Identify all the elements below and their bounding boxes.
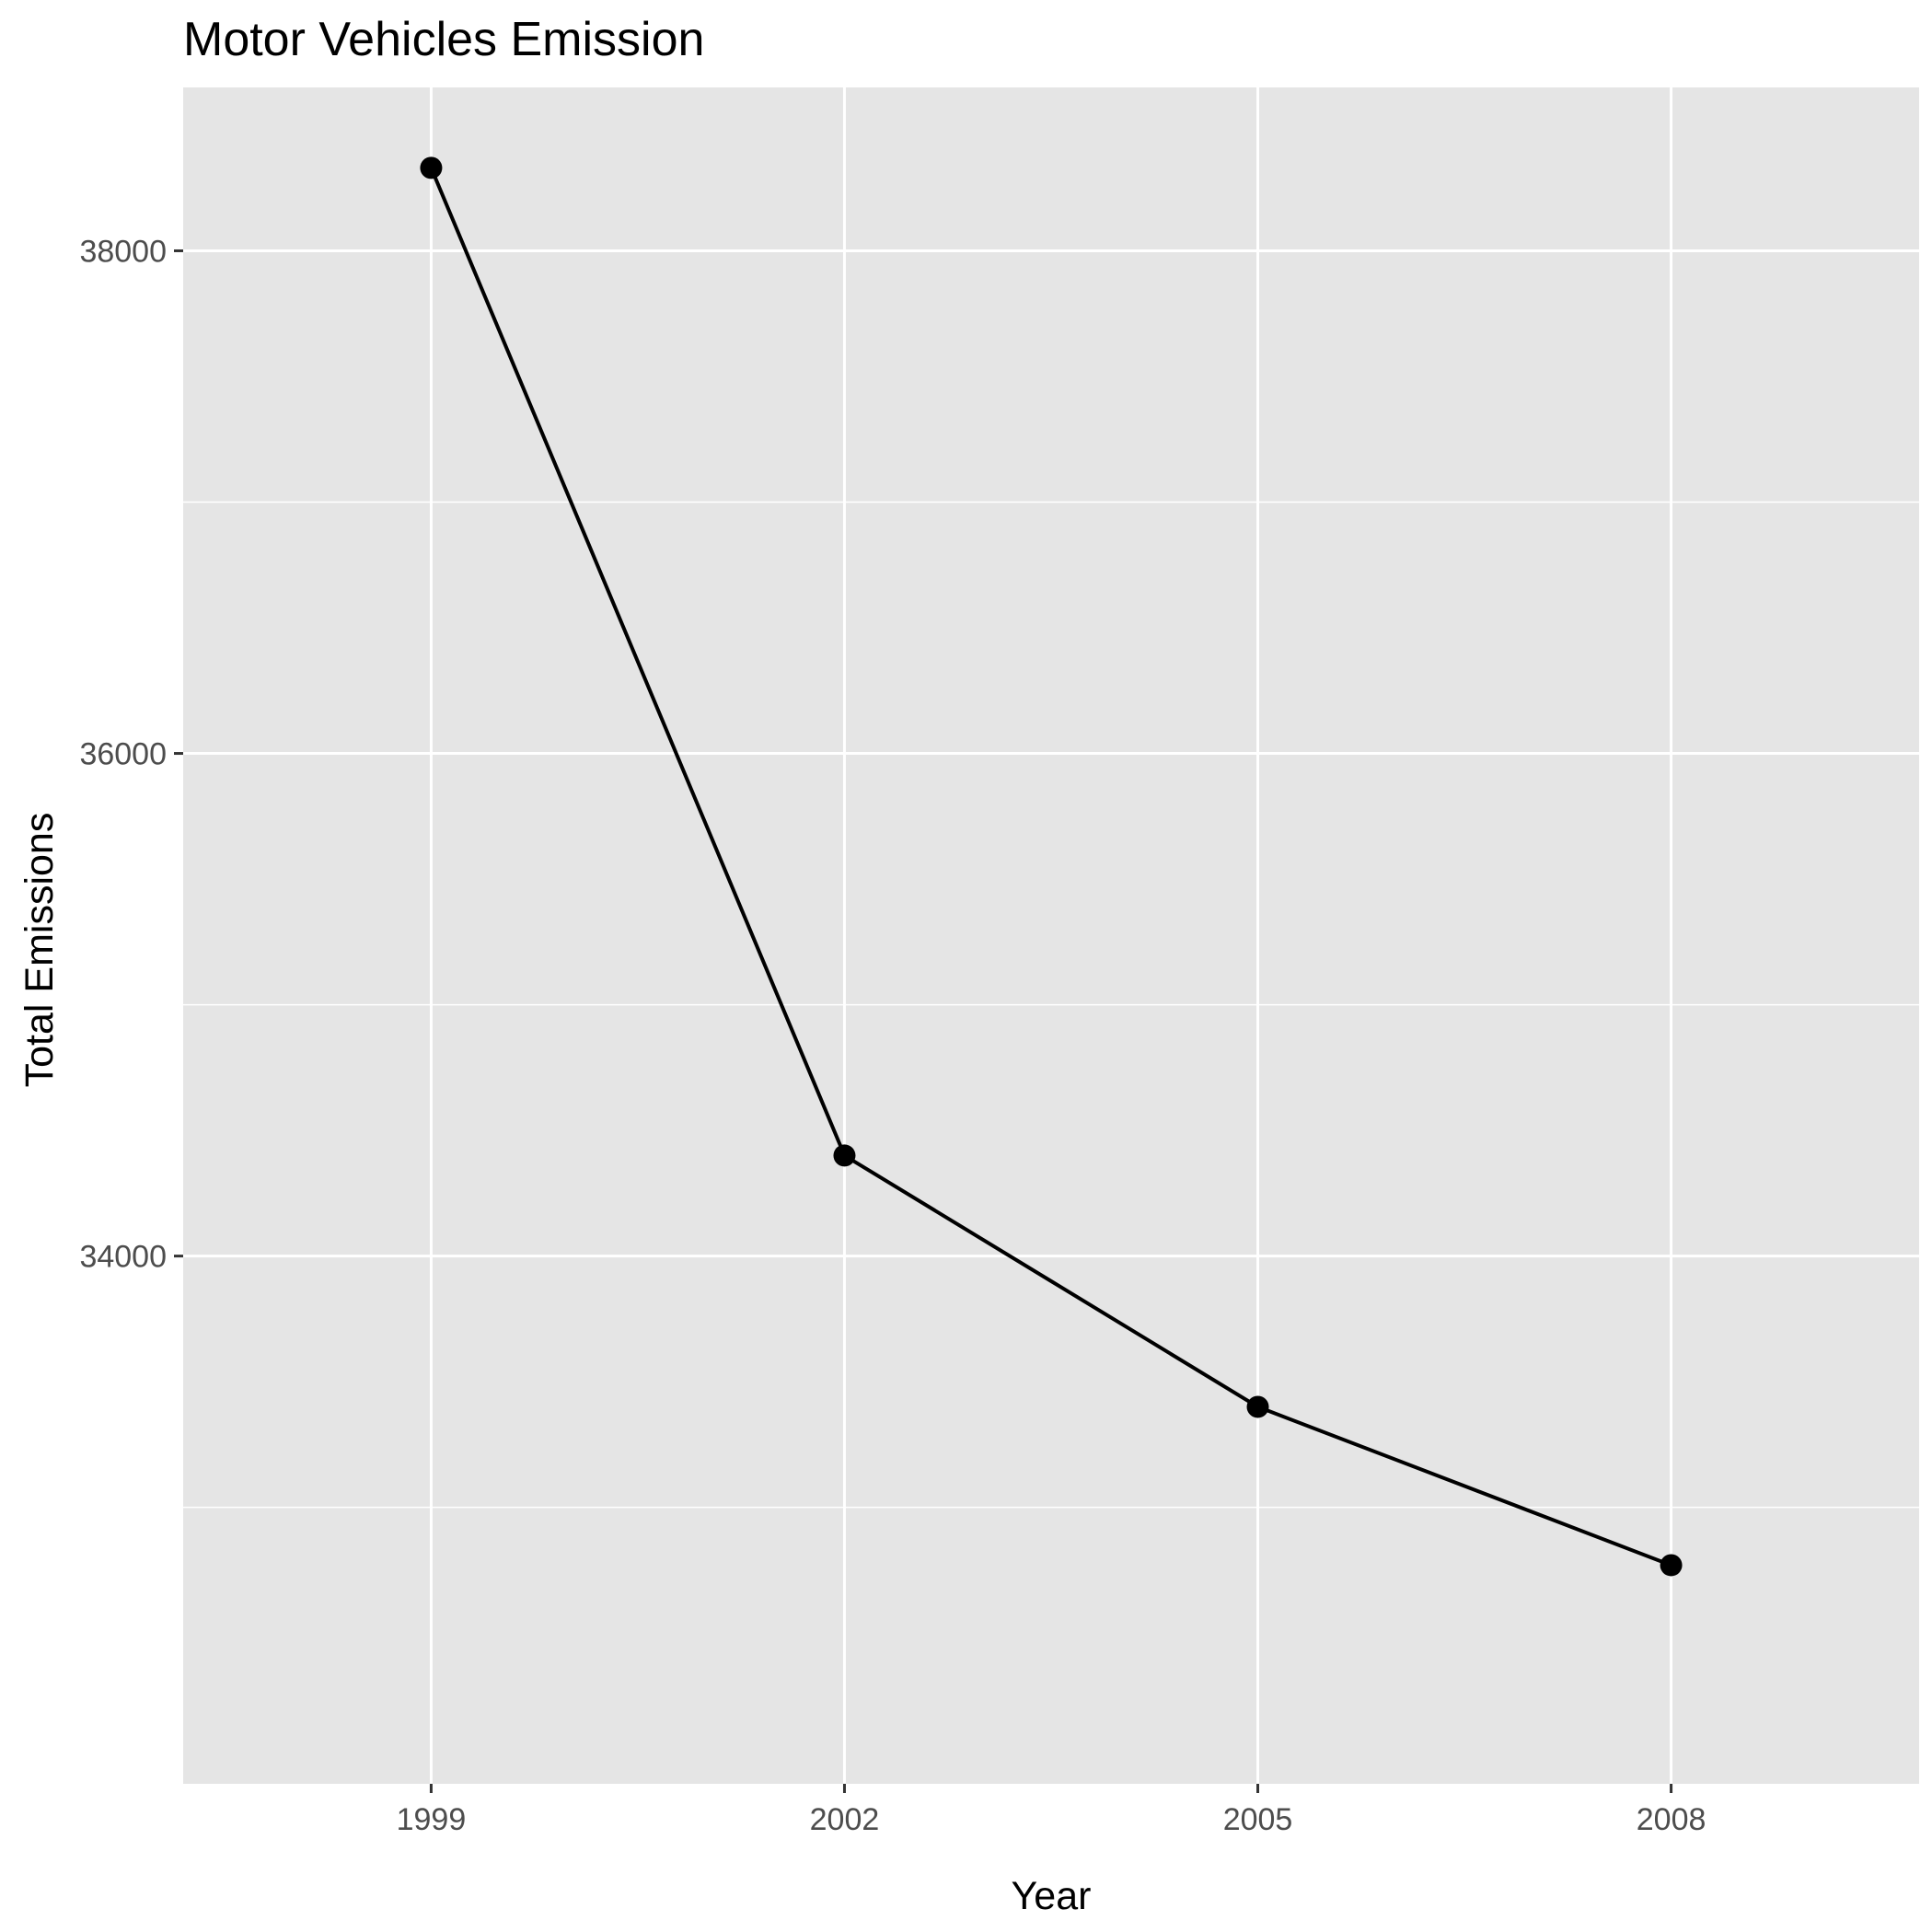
data-point [1660, 1554, 1683, 1577]
series-points [420, 156, 1683, 1577]
data-point [1246, 1395, 1269, 1418]
y-axis-tick-labels: 34000 36000 38000 [79, 234, 167, 1274]
series-line [429, 167, 1672, 1568]
chart-title: Motor Vehicles Emission [183, 13, 704, 66]
major-gridlines [183, 87, 1919, 1784]
data-point [420, 156, 443, 179]
x-axis-tick-labels: 1999 2002 2005 2008 [397, 1802, 1706, 1837]
y-tick-label: 34000 [79, 1240, 167, 1275]
x-tick-label: 1999 [397, 1802, 467, 1837]
x-tick-label: 2008 [1637, 1802, 1706, 1837]
plot-panel [183, 87, 1919, 1784]
x-tick-label: 2005 [1223, 1802, 1293, 1837]
y-tick-label: 38000 [79, 234, 167, 269]
axis-ticks [174, 249, 1673, 1793]
minor-gridlines [183, 501, 1919, 1509]
data-point [833, 1144, 856, 1167]
y-axis-title: Total Emissions [17, 813, 62, 1088]
x-axis-title: Year [1012, 1874, 1092, 1918]
y-tick-label: 36000 [79, 737, 167, 772]
x-tick-label: 2002 [810, 1802, 880, 1837]
